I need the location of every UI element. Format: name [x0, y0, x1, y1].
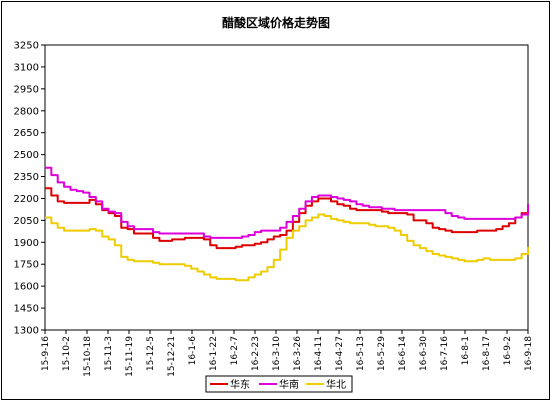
- y-tick-label: 3250: [14, 41, 39, 52]
- series-layer: [45, 166, 529, 282]
- plot-border: [44, 44, 529, 331]
- x-tick-label: 16-3-10: [272, 336, 282, 371]
- x-tick-label: 15-10-2: [62, 336, 72, 371]
- y-tick-label: 2200: [14, 194, 39, 205]
- y-axis: 1300 1450 1600 1750 1900 2050 2200 2350 2500 2650…: [14, 41, 45, 337]
- x-tick-label: 16-4-11: [314, 336, 324, 371]
- legend-label: 华北: [326, 378, 346, 391]
- y-tick-label: 1300: [14, 326, 39, 337]
- x-tick-label: 16-5-13: [356, 336, 366, 371]
- y-tick-label: 1450: [14, 304, 39, 315]
- x-tick-label: 16-1-6: [188, 336, 198, 366]
- series-2: [45, 166, 529, 239]
- y-tick-label: 2950: [14, 84, 39, 95]
- x-tick-label: 16-6-30: [419, 336, 429, 371]
- chart-title: 醋酸区域价格走势图: [222, 15, 330, 30]
- legend-label: 华南: [279, 378, 299, 391]
- y-tick-label: 3100: [14, 62, 39, 73]
- x-tick-label: 15-12-21: [167, 336, 177, 377]
- y-tick-label: 2350: [14, 172, 39, 183]
- series-3: [45, 213, 529, 282]
- x-tick-label: 15-11-3: [104, 336, 114, 371]
- y-tick-label: 2800: [14, 106, 39, 117]
- plot-area: [44, 44, 529, 331]
- y-tick-label: 2050: [14, 216, 39, 227]
- legend-item: 华北: [306, 378, 346, 391]
- y-tick-label: 2650: [14, 128, 39, 139]
- y-tick-label: 1900: [14, 238, 39, 249]
- series-1: [45, 187, 529, 250]
- x-tick-label: 16-2-23: [251, 336, 261, 371]
- x-tick-label: 16-8-1: [461, 336, 471, 365]
- x-tick-label: 15-10-18: [83, 336, 93, 377]
- y-tick-label: 1600: [14, 282, 39, 293]
- x-tick-label: 16-5-29: [377, 336, 387, 371]
- legend-box: [205, 375, 353, 393]
- series-line: [45, 166, 529, 239]
- x-tick-label: 16-1-22: [209, 336, 219, 371]
- x-axis: 15-9-16 15-10-2 15-10-18 15-11-3 15-11-19 15-…: [41, 330, 534, 377]
- x-tick-label: 16-3-26: [293, 336, 303, 371]
- x-tick-label: 16-6-14: [398, 336, 408, 371]
- x-tick-label: 15-11-19: [125, 336, 135, 377]
- x-tick-label: 16-8-17: [482, 336, 492, 371]
- y-tick-label: 1750: [14, 260, 39, 271]
- series-line: [45, 187, 529, 250]
- x-tick-label: 16-7-16: [440, 336, 450, 371]
- legend-item: 华东: [210, 378, 250, 391]
- legend-label: 华东: [230, 378, 250, 391]
- series-line: [45, 213, 529, 282]
- x-tick-label: 16-9-2: [503, 336, 513, 365]
- legend: 华东 华南 华北: [205, 375, 353, 393]
- x-tick-label: 16-4-27: [335, 336, 345, 371]
- x-tick-label: 16-9-18: [524, 336, 534, 371]
- y-tick-label: 2500: [14, 150, 39, 161]
- x-tick-label: 16-2-7: [230, 336, 240, 365]
- x-tick-label: 15-9-16: [41, 336, 51, 371]
- x-tick-label: 15-12-5: [146, 336, 156, 371]
- legend-item: 华南: [259, 378, 299, 391]
